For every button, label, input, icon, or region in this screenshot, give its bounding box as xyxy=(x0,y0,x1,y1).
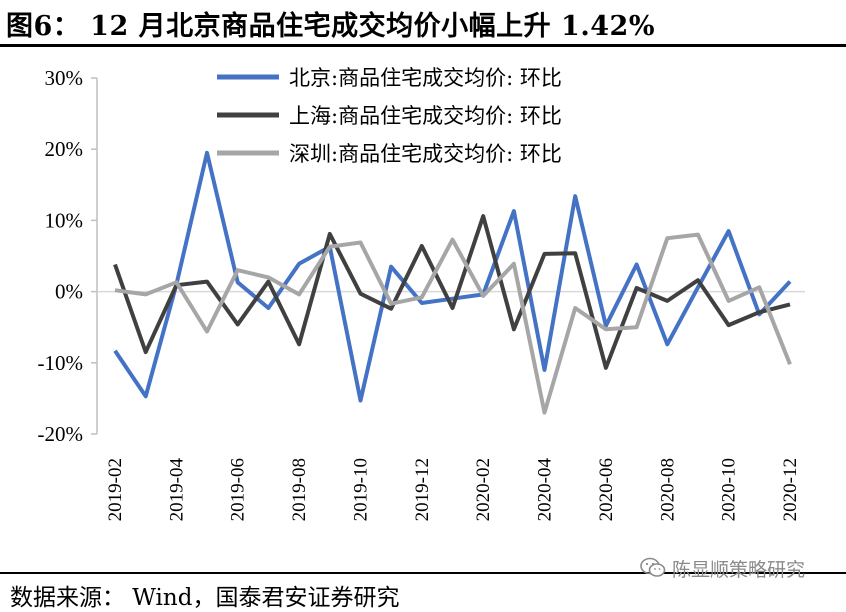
x-tick-label: 2019-02 xyxy=(105,458,126,521)
y-tick-label: -20% xyxy=(38,422,84,446)
x-tick-label: 2020-06 xyxy=(596,458,617,521)
series-line-2 xyxy=(114,232,792,415)
x-tick-label: 2019-06 xyxy=(228,458,249,521)
x-tick-label: 2019-12 xyxy=(412,458,433,521)
legend-label-1: 上海:商品住宅成交均价: 环比 xyxy=(289,104,562,128)
title-bar: 图6： 12 月北京商品住宅成交均价小幅上升 1.42% xyxy=(0,0,846,44)
y-tick-label: -10% xyxy=(38,351,84,375)
page-title: 图6： 12 月北京商品住宅成交均价小幅上升 1.42% xyxy=(6,11,655,42)
legend-label-2: 深圳:商品住宅成交均价: 环比 xyxy=(289,142,562,166)
x-tick-label: 2020-10 xyxy=(719,458,740,521)
series-lines xyxy=(113,150,792,415)
x-tick-label: 2019-04 xyxy=(166,458,187,522)
x-tick-label: 2020-12 xyxy=(780,458,801,521)
x-tick-label: 2020-04 xyxy=(535,458,556,522)
watermark-text: 陈显顺策略研究 xyxy=(672,558,806,581)
legend-label-0: 北京:商品住宅成交均价: 环比 xyxy=(289,66,562,90)
y-tick-label: 30% xyxy=(45,66,84,90)
y-tick-label: 0% xyxy=(55,280,83,304)
watermark: 陈显顺策略研究 xyxy=(640,553,805,583)
x-tick-label: 2020-08 xyxy=(657,458,678,521)
y-tick-label: 20% xyxy=(45,137,84,161)
x-axis: 2019-02 2019-04 2019-06 2019-08 2019-10 2019-… xyxy=(105,458,801,522)
title-divider xyxy=(0,44,846,47)
x-tick-label: 2019-10 xyxy=(350,458,371,521)
x-tick-label: 2020-02 xyxy=(473,458,494,521)
series-line-0 xyxy=(113,150,792,403)
y-axis: 30% 20% 10% 0% -10% -20% xyxy=(38,66,98,446)
series-line-1 xyxy=(113,214,791,370)
y-tick-label: 10% xyxy=(45,208,84,232)
line-chart: 30%20%10%0%-10%-20% 2019-02 2019-04 2019-0… xyxy=(38,66,805,522)
footer-divider xyxy=(0,572,846,574)
source-note: 数据来源： Wind，国泰君安证券研究 xyxy=(10,585,400,611)
x-tick-label: 2019-08 xyxy=(289,458,310,521)
wechat-icon xyxy=(640,557,666,577)
